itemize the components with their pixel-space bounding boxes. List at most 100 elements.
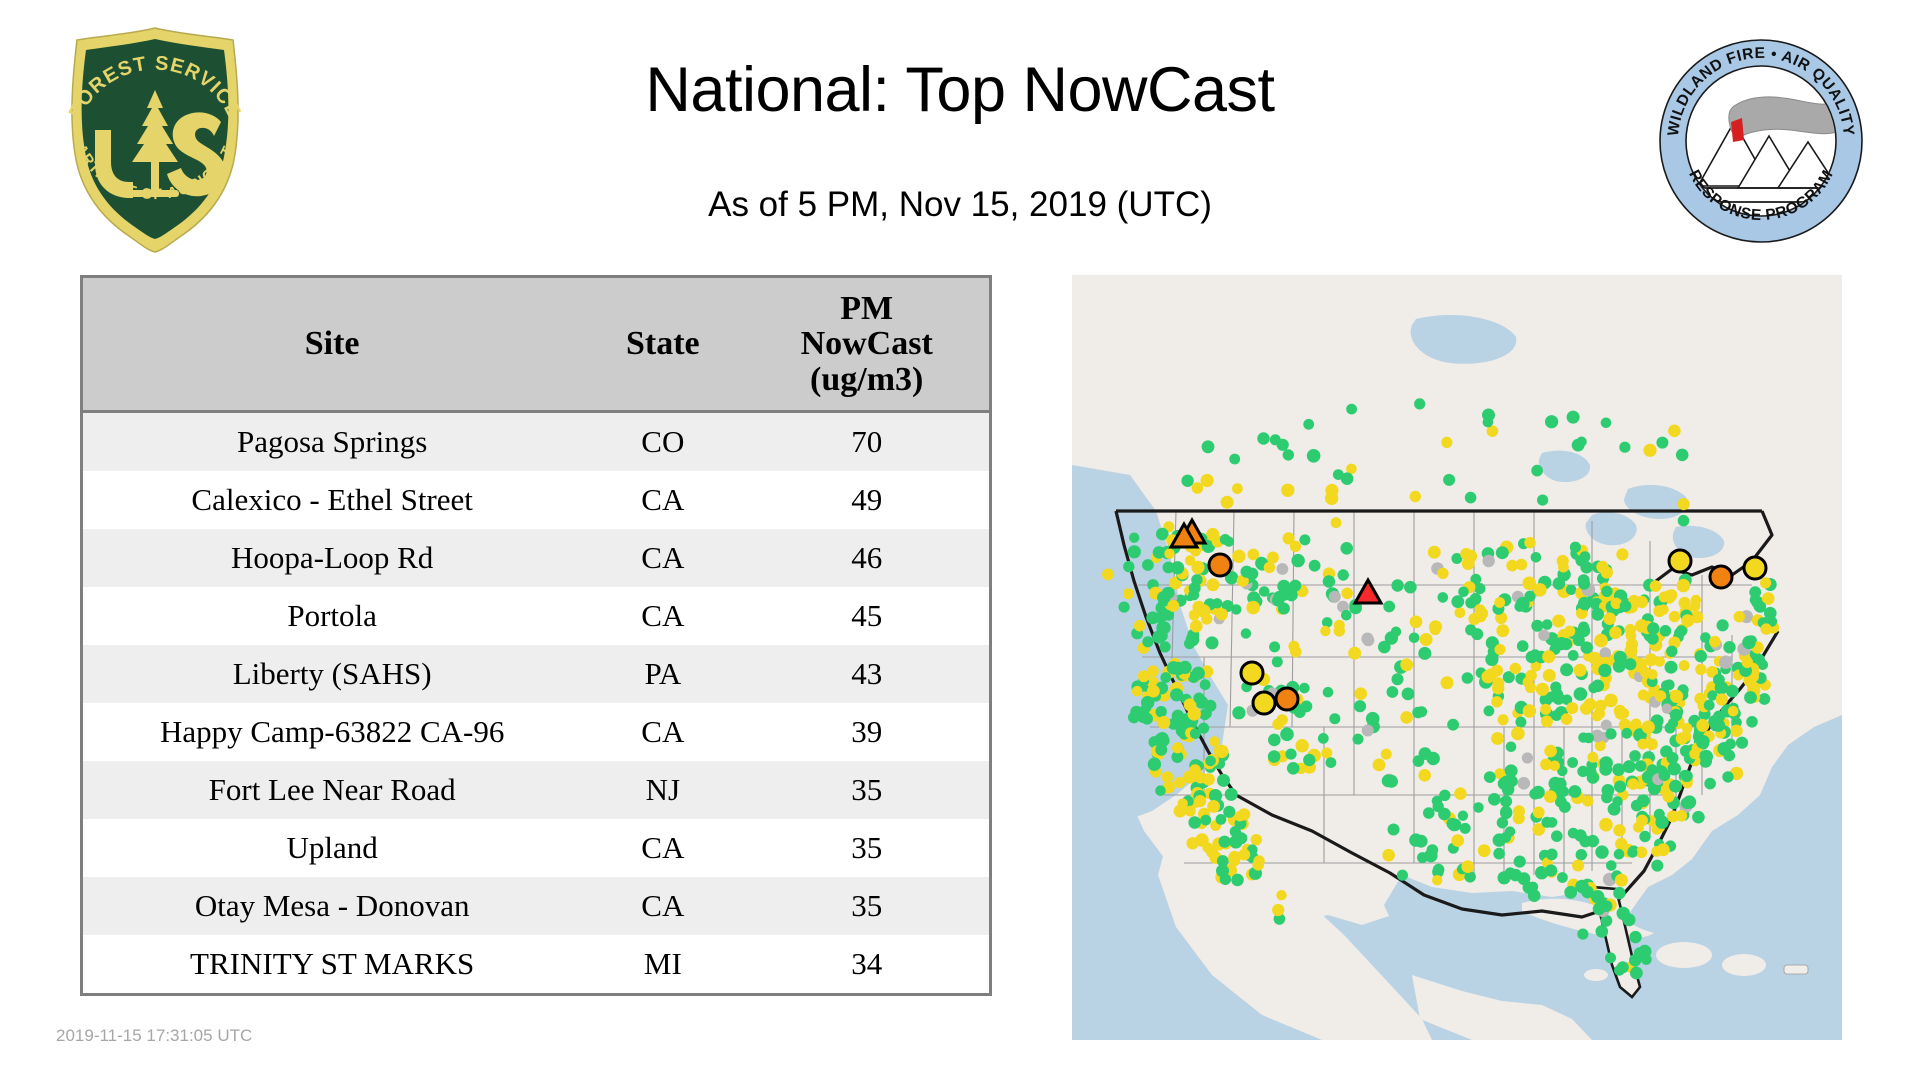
aqi-dot bbox=[1579, 551, 1591, 563]
aqi-dot bbox=[1577, 596, 1592, 611]
aqi-dot bbox=[1497, 714, 1509, 726]
aqi-dot bbox=[1590, 729, 1604, 743]
aqi-dot bbox=[1723, 749, 1736, 762]
aqi-dot bbox=[1610, 597, 1622, 609]
aqi-dot bbox=[1224, 787, 1238, 801]
cell-site: Otay Mesa - Donovan bbox=[83, 877, 582, 935]
aqi-dot bbox=[1161, 771, 1174, 783]
aqi-dot bbox=[1560, 663, 1574, 677]
marker-liberty-sahs[interactable] bbox=[1708, 564, 1734, 590]
aqi-dot bbox=[1473, 802, 1484, 813]
aqi-dot bbox=[1678, 660, 1690, 671]
aqi-dot bbox=[1228, 854, 1241, 867]
cell-state: CA bbox=[581, 529, 745, 587]
cell-pm-nowcast: 46 bbox=[744, 529, 989, 587]
aqi-dot bbox=[1361, 724, 1374, 737]
aqi-dot bbox=[1711, 718, 1726, 732]
aqi-dot bbox=[1276, 563, 1289, 575]
aqi-dot bbox=[1267, 750, 1281, 763]
aqi-dot bbox=[1577, 574, 1590, 586]
aqi-dot bbox=[1542, 669, 1556, 682]
marker-portola[interactable] bbox=[1207, 552, 1233, 578]
aqi-dot bbox=[1719, 655, 1733, 669]
aqi-dot bbox=[1187, 707, 1201, 721]
marker-happy-camp[interactable] bbox=[1168, 520, 1200, 549]
aqi-dot bbox=[1447, 718, 1459, 731]
aqi-dot bbox=[1404, 580, 1417, 594]
marker-trinity-st-marks[interactable] bbox=[1667, 548, 1693, 574]
aqi-dot bbox=[1601, 791, 1613, 804]
cell-site: Pagosa Springs bbox=[83, 411, 582, 471]
aqi-dot bbox=[1382, 848, 1395, 862]
aqi-dot bbox=[1517, 872, 1531, 886]
aqi-dot bbox=[1157, 716, 1171, 729]
aqi-dot bbox=[1280, 727, 1294, 742]
aqi-dot bbox=[1527, 881, 1539, 893]
aqi-dot bbox=[1601, 585, 1613, 597]
aqi-dot bbox=[1666, 752, 1679, 764]
aqi-dot bbox=[1595, 925, 1609, 938]
aqi-dot bbox=[1218, 835, 1231, 848]
aqi-dot bbox=[1641, 770, 1656, 784]
aqi-dot bbox=[1616, 961, 1629, 974]
aqi-dot bbox=[1209, 736, 1220, 747]
aqi-dot bbox=[1524, 682, 1536, 694]
aqi-dot bbox=[1441, 436, 1453, 448]
aqi-dot bbox=[1515, 716, 1527, 728]
aqi-dot bbox=[1491, 732, 1504, 745]
aqi-dot bbox=[1172, 742, 1184, 754]
aqi-dot bbox=[1578, 621, 1590, 633]
cell-site: Portola bbox=[83, 587, 582, 645]
marker-calexico-ethel-street[interactable] bbox=[1274, 686, 1300, 712]
aqi-dot bbox=[1504, 764, 1518, 778]
marker-pagosa-springs[interactable] bbox=[1352, 576, 1384, 605]
aqi-dot bbox=[1681, 614, 1695, 628]
aqi-dot bbox=[1505, 741, 1517, 753]
table-row: Fort Lee Near Road NJ 35 bbox=[83, 761, 989, 819]
aqi-dot bbox=[1391, 579, 1404, 592]
aqi-dot bbox=[1247, 548, 1260, 561]
marker-fort-lee-near-road[interactable] bbox=[1742, 555, 1768, 581]
aqi-dot bbox=[1383, 600, 1396, 613]
column-header-state: State bbox=[581, 278, 745, 413]
aqi-dot bbox=[1715, 693, 1728, 706]
aqi-dot bbox=[1529, 788, 1541, 800]
aqi-dot bbox=[1633, 728, 1647, 742]
aqi-dot bbox=[1501, 783, 1515, 796]
aqi-dot bbox=[1557, 872, 1568, 883]
aqi-dot bbox=[1612, 796, 1623, 807]
aqi-dot bbox=[1495, 546, 1509, 560]
aqi-dot bbox=[1215, 608, 1228, 621]
aqi-dot bbox=[1288, 640, 1300, 652]
us-aqi-map[interactable]: Air Quality Index HazardousVery Unhealth… bbox=[1072, 275, 1842, 1040]
aqi-dot bbox=[1666, 810, 1679, 823]
aqi-dot bbox=[1704, 777, 1716, 790]
aqi-dot bbox=[1191, 560, 1205, 574]
aqi-dot bbox=[1540, 715, 1553, 728]
aqi-dot bbox=[1299, 534, 1311, 546]
aqi-dot bbox=[1646, 632, 1659, 645]
aqi-dot bbox=[1676, 578, 1691, 593]
aqi-dot bbox=[1522, 704, 1537, 718]
aqi-monitor-dots bbox=[1102, 398, 1780, 980]
footer-timestamp: 2019-11-15 17:31:05 UTC bbox=[56, 1026, 253, 1045]
aqi-dot bbox=[1317, 733, 1329, 744]
map-canvas[interactable] bbox=[1072, 275, 1842, 1040]
aqi-dot bbox=[1495, 611, 1508, 624]
aqi-dot bbox=[1266, 551, 1279, 564]
aqi-dot bbox=[1378, 640, 1391, 654]
marker-upland[interactable] bbox=[1239, 660, 1265, 686]
aqi-dot bbox=[1159, 641, 1171, 653]
aqi-dot bbox=[1276, 890, 1287, 901]
pm-header-line-2: NowCast bbox=[800, 325, 933, 363]
aqi-dot bbox=[1695, 663, 1707, 676]
aqi-dot bbox=[1497, 871, 1511, 885]
aqi-dot bbox=[1173, 804, 1187, 818]
aqi-dot bbox=[1639, 830, 1651, 843]
aqi-dot bbox=[1660, 680, 1672, 691]
aqi-dot bbox=[1639, 666, 1651, 678]
aqi-dot bbox=[1758, 693, 1771, 705]
top-site-markers[interactable] bbox=[1168, 516, 1768, 716]
aqi-dot bbox=[1122, 588, 1134, 600]
marker-otay-mesa-donovan[interactable] bbox=[1251, 690, 1277, 716]
